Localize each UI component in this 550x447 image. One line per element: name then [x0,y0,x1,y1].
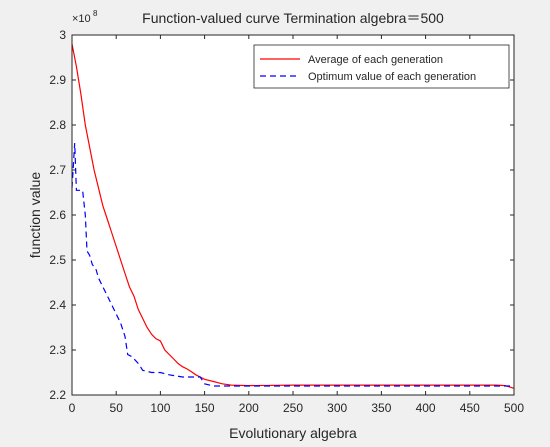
y-tick-label: 2.7 [49,163,66,177]
x-axis-label: Evolutionary algebra [229,425,357,441]
x-tick-label: 0 [69,401,76,415]
series-layer [71,43,515,389]
x-tick-label: 100 [150,401,170,415]
x-tick-label: 50 [110,401,124,415]
y-axis-exponent: ×10 8 [72,9,98,25]
x-tick-label: 200 [239,401,259,415]
legend: Average of each generation Optimum value… [253,44,510,89]
y-tick-label: 2.2 [49,388,66,402]
y-tick-label: 2.3 [49,343,66,357]
chart-title: Function-valued curve Termination algebr… [142,10,444,26]
series-optimum-line [71,142,514,387]
x-tick-label: 400 [416,401,436,415]
x-tick-label: 450 [460,401,480,415]
y-tick-label: 2.8 [49,118,66,132]
x-tick-label: 500 [504,401,524,415]
legend-label-average: Average of each generation [308,54,443,66]
y-tick-label: 3 [59,28,66,42]
x-tick-label: 300 [327,401,347,415]
legend-box [253,44,510,89]
y-exponent-power: 8 [93,9,98,18]
plot-area [72,35,514,395]
x-tick-label: 250 [283,401,303,415]
y-exponent-base: ×10 [72,13,91,25]
x-tick-label: 150 [195,401,215,415]
legend-label-optimum: Optimum value of each generation [308,71,476,83]
series-average-line [71,43,515,389]
plot-frame [71,34,515,396]
y-tick-label: 2.9 [49,73,66,87]
x-tick-label: 350 [371,401,391,415]
y-axis-label: function value [27,172,43,259]
x-axis-ticks: 0 50 100 150 200 250 300 350 400 450 500 [69,35,524,415]
y-tick-label: 2.5 [49,253,66,267]
y-tick-label: 2.4 [49,298,66,312]
y-tick-label: 2.6 [49,208,66,222]
